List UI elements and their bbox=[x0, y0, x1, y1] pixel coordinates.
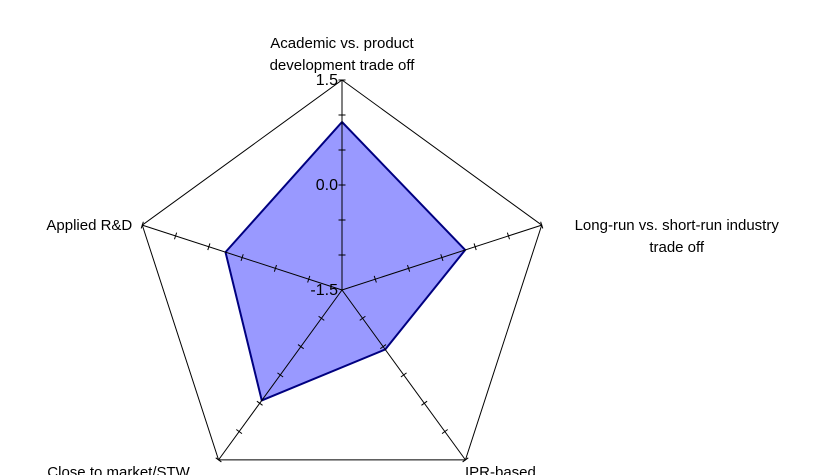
tick-mark bbox=[421, 400, 428, 406]
tick-mark bbox=[380, 344, 387, 350]
tick-mark bbox=[473, 243, 477, 251]
tick-mark bbox=[277, 372, 284, 378]
tick-mark bbox=[318, 315, 325, 321]
tick-mark bbox=[207, 243, 211, 251]
tick-label: 1.5 bbox=[316, 72, 338, 89]
tick-mark bbox=[359, 315, 366, 321]
tick-mark bbox=[400, 372, 407, 378]
tick-mark bbox=[236, 429, 243, 435]
axis-label-2: IPR-based bbox=[465, 464, 536, 475]
radar-axes bbox=[140, 79, 544, 463]
tick-mark bbox=[440, 254, 444, 262]
tick-mark bbox=[215, 457, 222, 463]
tick-mark bbox=[273, 264, 277, 272]
tick-mark bbox=[297, 344, 304, 350]
tick-mark bbox=[307, 275, 311, 283]
tick-mark bbox=[256, 400, 263, 406]
tick-label: -1.5 bbox=[310, 282, 338, 299]
tick-mark bbox=[174, 232, 178, 240]
tick-mark bbox=[373, 275, 377, 283]
tick-mark bbox=[407, 264, 411, 272]
tick-mark bbox=[240, 254, 244, 262]
radar-outer-frame bbox=[141, 79, 543, 461]
series-area-0 bbox=[224, 121, 467, 402]
tick-label: 0.0 bbox=[316, 177, 338, 194]
axis-label-4: Applied R&D bbox=[46, 217, 132, 234]
tick-mark bbox=[506, 232, 510, 240]
tick-mark bbox=[462, 457, 469, 463]
axis-label-1: Long-run vs. short-run industry trade off bbox=[575, 217, 780, 256]
tick-mark bbox=[441, 429, 448, 435]
tick-mark bbox=[540, 221, 544, 229]
radar-grid bbox=[141, 79, 543, 461]
axis-label-0: Academic vs. product development trade of… bbox=[270, 35, 416, 74]
tick-mark bbox=[140, 221, 144, 229]
axis-label-3: Close to market/STW bbox=[47, 464, 190, 475]
